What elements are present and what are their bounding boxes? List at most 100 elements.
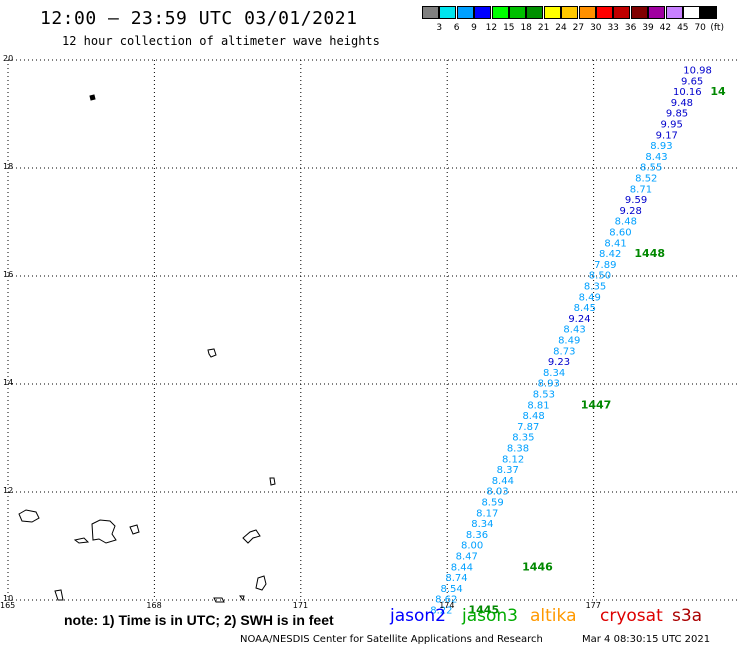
latitude-label: 18 bbox=[3, 162, 14, 171]
latitude-label: 14 bbox=[3, 378, 14, 387]
colorbar-label: 6 bbox=[453, 23, 460, 33]
colorbar-label: 18 bbox=[520, 23, 532, 33]
time-marker: 1446 bbox=[522, 560, 553, 573]
wave-height-value: 8.59 bbox=[481, 498, 503, 509]
colorbar-unit: (ft) bbox=[710, 23, 724, 33]
longitude-label: 165 bbox=[0, 601, 16, 610]
wave-height-value: 8.43 bbox=[645, 152, 667, 163]
colorbar-swatch bbox=[613, 6, 631, 19]
colorbar-label: 15 bbox=[503, 23, 515, 33]
wave-height-value: 8.93 bbox=[650, 141, 672, 152]
colorbar-swatch bbox=[543, 6, 561, 19]
wave-height-value: 8.48 bbox=[615, 217, 637, 228]
wave-height-value: 8.34 bbox=[543, 368, 565, 379]
longitude-label: 174 bbox=[439, 601, 455, 610]
wave-height-value: 8.74 bbox=[445, 573, 467, 584]
island-outline bbox=[129, 524, 140, 535]
wave-height-value: 8.34 bbox=[471, 519, 493, 530]
wave-height-value: 8.53 bbox=[533, 390, 555, 401]
colorbar-label: 3 bbox=[436, 23, 443, 33]
colorbar-swatch bbox=[509, 6, 526, 19]
chart-subtitle: 12 hour collection of altimeter wave hei… bbox=[62, 34, 380, 48]
wave-height-value: 8.93 bbox=[538, 379, 560, 390]
wave-height-value: 10.98 bbox=[683, 66, 712, 77]
satellite-jason3: jason3 bbox=[462, 606, 518, 626]
wave-height-value: 8.49 bbox=[579, 292, 601, 303]
satellite-cryosat: cryosat bbox=[600, 606, 663, 626]
island-outline bbox=[89, 94, 96, 101]
island-outline bbox=[54, 589, 64, 601]
colorbar-swatch bbox=[648, 6, 666, 19]
colorbar-label: 70 bbox=[694, 23, 706, 33]
latitude-label: 10 bbox=[3, 594, 14, 603]
wave-height-value: 9.17 bbox=[656, 130, 678, 141]
wave-height-value: 9.95 bbox=[661, 120, 683, 131]
time-marker: 1447 bbox=[581, 398, 612, 411]
wave-height-value: 10.16 bbox=[673, 87, 702, 98]
wave-height-value: 8.37 bbox=[497, 465, 519, 476]
wave-height-labels: 10.989.6510.169.489.859.959.178.938.438.… bbox=[430, 66, 712, 617]
island-outline bbox=[239, 595, 245, 602]
satellite-jason2: jason2 bbox=[390, 606, 446, 626]
wave-height-value: 8.47 bbox=[456, 552, 478, 563]
colorbar-swatch bbox=[630, 6, 648, 19]
colorbar-swatch bbox=[561, 6, 579, 19]
time-marker: 14 bbox=[710, 85, 726, 98]
wave-height-value: 8.71 bbox=[630, 184, 652, 195]
credit-line: NOAA/NESDIS Center for Satellite Applica… bbox=[240, 634, 543, 645]
wave-height-value: 8.50 bbox=[589, 271, 611, 282]
wave-height-value: 8.55 bbox=[640, 163, 662, 174]
wave-height-value: 8.49 bbox=[558, 336, 580, 347]
island-outline bbox=[207, 348, 217, 358]
latitude-label: 20 bbox=[3, 54, 14, 63]
wave-height-value: 8.35 bbox=[512, 433, 534, 444]
colorbar-label: 30 bbox=[590, 23, 602, 33]
wave-height-value: 7.89 bbox=[594, 260, 616, 271]
colorbar-label: 27 bbox=[572, 23, 585, 33]
time-marker: 1448 bbox=[634, 247, 665, 260]
time-markers: 14 1448 1447 1446 1445 bbox=[468, 85, 726, 616]
colorbar-swatch bbox=[491, 6, 509, 19]
wave-height-value: 8.54 bbox=[440, 584, 462, 595]
colorbar-swatch bbox=[422, 6, 439, 19]
generated-timestamp: Mar 4 08:30:15 UTC 2021 bbox=[582, 634, 711, 645]
colorbar-swatch bbox=[578, 6, 596, 19]
wave-height-value: 8.03 bbox=[486, 487, 508, 498]
colorbar-label: 39 bbox=[642, 23, 654, 33]
colorbar-label: 24 bbox=[555, 23, 567, 33]
wave-height-value: 9.59 bbox=[625, 195, 647, 206]
wave-height-value: 9.28 bbox=[620, 206, 642, 217]
satellite-altika: altika bbox=[530, 606, 577, 626]
wave-height-value: 8.44 bbox=[451, 562, 473, 573]
island-outline bbox=[255, 575, 267, 591]
colorbar-swatch bbox=[526, 6, 544, 19]
colorbar-swatch bbox=[474, 6, 492, 19]
wave-height-value: 8.52 bbox=[635, 174, 657, 185]
colorbar-swatch bbox=[700, 6, 718, 19]
wave-height-value: 9.48 bbox=[671, 98, 693, 109]
wave-height-value: 8.17 bbox=[476, 508, 498, 519]
colorbar-swatch bbox=[596, 6, 613, 19]
wave-height-value: 8.81 bbox=[527, 400, 549, 411]
colorbar-swatch bbox=[439, 6, 457, 19]
longitude-label: 177 bbox=[585, 601, 601, 610]
chart-title: 12:00 – 23:59 UTC 03/01/2021 bbox=[40, 8, 358, 29]
colorbar-label: 36 bbox=[624, 23, 637, 33]
wave-height-value: 8.22 bbox=[430, 606, 452, 617]
colorbar-swatch bbox=[683, 6, 700, 19]
footer-note: note: 1) Time is in UTC; 2) SWH is in fe… bbox=[64, 612, 334, 628]
colorbar-label: 12 bbox=[485, 23, 498, 33]
wave-height-value: 8.12 bbox=[502, 454, 524, 465]
wave-height-value: 8.48 bbox=[522, 411, 544, 422]
island-outline bbox=[213, 597, 225, 603]
island-outline bbox=[18, 509, 40, 523]
island-outline bbox=[242, 529, 261, 544]
colorbar-label: 42 bbox=[659, 23, 672, 33]
wave-height-value: 8.38 bbox=[507, 444, 529, 455]
wave-height-value: 8.35 bbox=[584, 282, 606, 293]
wave-height-value: 8.43 bbox=[563, 325, 585, 336]
wave-height-value: 8.60 bbox=[609, 228, 631, 239]
wave-height-value: 8.00 bbox=[461, 541, 483, 552]
island-outline bbox=[91, 519, 117, 544]
